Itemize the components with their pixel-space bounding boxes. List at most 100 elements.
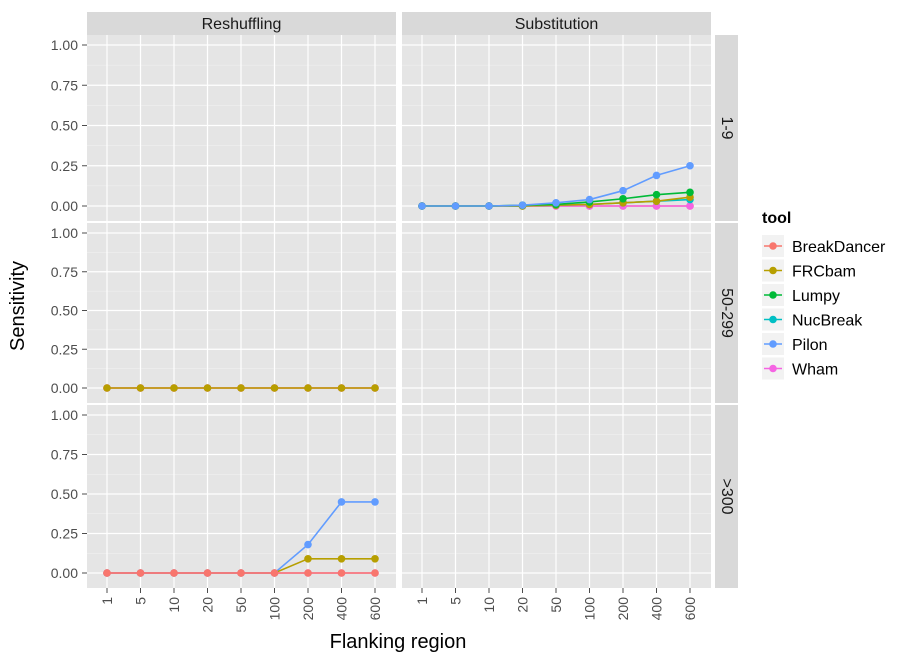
x-tick-label: 600	[682, 597, 698, 621]
legend-label: Wham	[792, 362, 838, 379]
row-strip-label: >300	[718, 478, 735, 514]
legend-label: BreakDancer	[792, 239, 886, 256]
x-tick-label: 10	[481, 597, 497, 613]
column-strip	[402, 12, 711, 35]
data-point	[304, 554, 312, 563]
y-tick-label: 1.00	[51, 225, 78, 241]
data-point	[485, 202, 493, 210]
legend-label: Lumpy	[792, 288, 840, 305]
data-point	[371, 569, 379, 577]
y-tick-label: 0.25	[51, 526, 78, 542]
x-tick-label: 50	[548, 597, 564, 613]
data-point	[652, 171, 661, 180]
legend-item: FRCbam	[762, 259, 856, 282]
data-point	[103, 569, 111, 577]
y-tick-label: 1.00	[51, 37, 78, 53]
y-tick-label: 0.50	[51, 303, 78, 319]
data-point	[652, 190, 661, 199]
legend-title: tool	[762, 210, 791, 227]
data-point	[451, 202, 460, 210]
row-strip	[715, 35, 738, 221]
legend-label: Pilon	[792, 337, 828, 354]
data-point	[652, 197, 661, 205]
facet-panel	[402, 223, 711, 403]
data-point	[619, 194, 627, 203]
data-point	[371, 498, 379, 506]
x-tick-label: 1	[414, 597, 430, 605]
x-tick-label: 50	[233, 597, 249, 613]
x-tick-label: 20	[200, 597, 216, 613]
data-point	[337, 569, 346, 577]
x-tick-label: 400	[334, 597, 350, 621]
y-tick-label: 0.75	[51, 447, 78, 463]
x-tick-label: 10	[166, 597, 182, 613]
facet-panel	[402, 35, 711, 221]
data-point	[203, 384, 212, 392]
row-strip	[715, 405, 738, 588]
data-point	[585, 195, 594, 204]
data-point	[304, 540, 312, 549]
data-point	[619, 186, 627, 195]
y-tick-label: 1.00	[51, 407, 78, 423]
facet-panels	[87, 35, 711, 588]
legend-key-point	[769, 315, 777, 324]
x-tick-label: 400	[649, 597, 665, 621]
column-strips: Reshuffling Substitution	[87, 12, 711, 35]
legend-label: FRCbam	[792, 264, 856, 281]
legend-key-point	[769, 364, 777, 373]
column-strip	[87, 12, 396, 35]
x-tick-label: 100	[582, 597, 598, 621]
y-tick-label: 0.00	[51, 565, 78, 581]
legend-key-point	[769, 340, 777, 348]
x-axis: 1 5 10 20 50 100 200 400 600 1 5 10 20 50 100 200 400 600	[99, 588, 698, 620]
y-tick-label: 0.50	[51, 118, 78, 134]
row-strip-label: 1-9	[718, 116, 735, 139]
data-point	[203, 569, 212, 577]
data-point	[686, 188, 694, 197]
legend-key-point	[769, 266, 777, 275]
data-point	[103, 384, 111, 392]
legend-key-point	[769, 242, 777, 250]
data-point	[270, 569, 279, 577]
facet-panel	[87, 35, 396, 221]
legend-label: NucBreak	[792, 313, 863, 330]
row-strips: 1-9 50-299 >300	[715, 35, 738, 588]
facet-panel	[402, 405, 711, 588]
x-axis-title: Flanking region	[330, 631, 467, 653]
x-tick-label: 600	[367, 597, 383, 621]
y-axis-title: Sensitivity	[7, 261, 29, 351]
legend-item: Pilon	[762, 333, 828, 355]
data-point	[237, 384, 245, 392]
x-tick-label: 20	[515, 597, 531, 613]
y-tick-label: 0.50	[51, 486, 78, 502]
y-axis: 0.00 0.25 0.50 0.75 1.00 0.00 0.25 0.50 0.75 1.00…	[51, 37, 87, 581]
data-point	[686, 202, 694, 210]
row-strip	[715, 223, 738, 403]
x-tick-label: 5	[133, 597, 149, 605]
y-tick-label: 0.00	[51, 380, 78, 396]
data-point	[371, 554, 379, 563]
data-point	[686, 161, 694, 170]
x-tick-label: 200	[300, 597, 316, 621]
legend-item: NucBreak	[762, 308, 863, 331]
y-tick-label: 0.25	[51, 341, 78, 357]
column-strip-label: Substitution	[515, 16, 599, 33]
data-point	[170, 569, 178, 577]
y-tick-label: 0.75	[51, 77, 78, 93]
x-tick-label: 5	[448, 597, 464, 605]
data-point	[237, 569, 245, 577]
data-point	[371, 384, 379, 392]
facet-panel	[87, 405, 396, 588]
x-tick-label: 100	[267, 597, 283, 621]
data-point	[304, 384, 312, 392]
legend-item: Wham	[762, 357, 838, 380]
x-tick-label: 200	[615, 597, 631, 621]
facet-panel	[87, 223, 396, 403]
y-tick-label: 0.75	[51, 264, 78, 280]
data-point	[337, 498, 346, 506]
row-strip-label: 50-299	[718, 288, 735, 338]
legend-item: Lumpy	[762, 284, 840, 306]
data-point	[136, 569, 145, 577]
